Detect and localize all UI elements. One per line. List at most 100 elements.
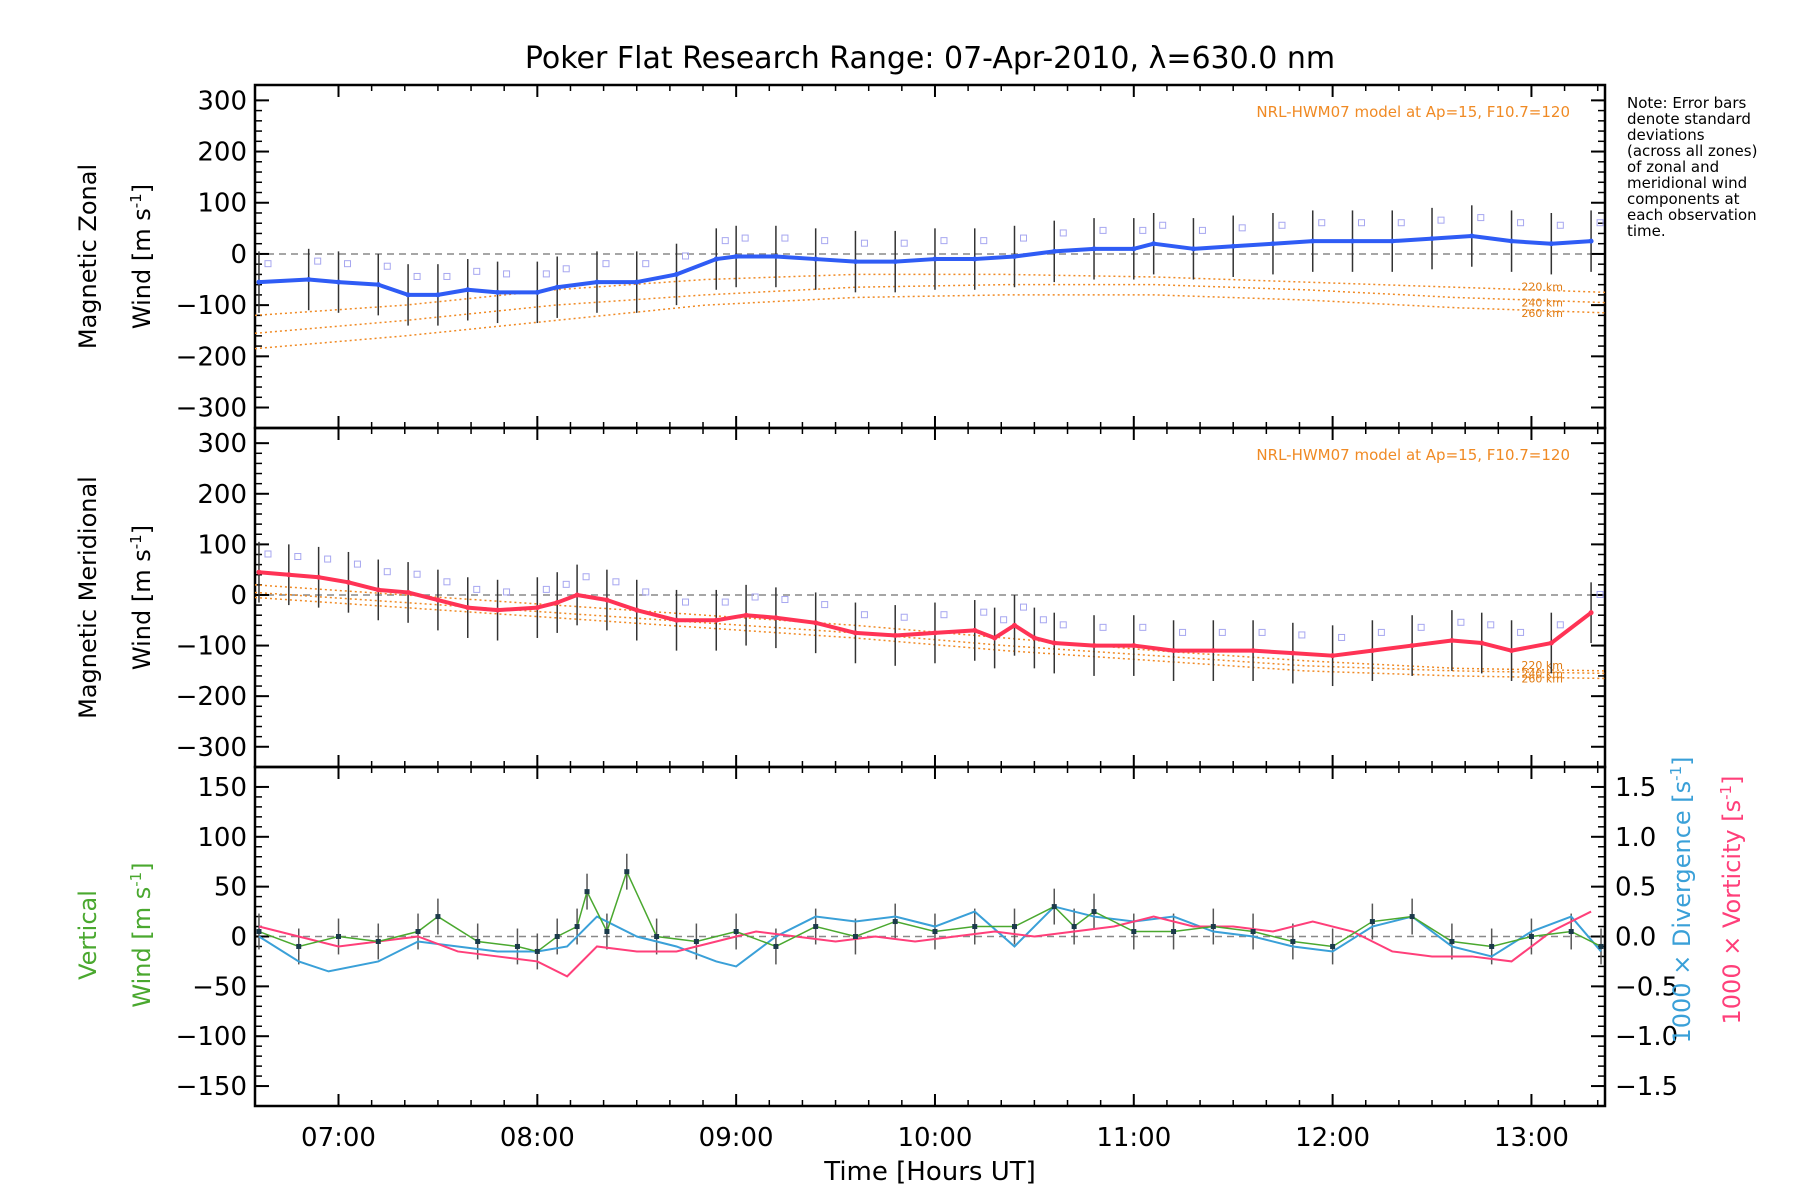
y-label-unit: Wind [m s-1] xyxy=(127,862,156,1007)
zonal-wind-point xyxy=(1349,238,1355,244)
right-tick-label: 1.0 xyxy=(1615,823,1656,853)
vertical-wind-point xyxy=(1489,943,1495,949)
zonal-wind-point xyxy=(336,279,342,285)
zonal-wind-point xyxy=(1270,241,1276,247)
meridional-wind-point xyxy=(674,617,680,623)
note-line: components at xyxy=(1627,190,1740,208)
meridional-wind-point xyxy=(1250,648,1256,654)
x-tick-label: 07:00 xyxy=(301,1123,376,1153)
vertical-wind-point xyxy=(1528,934,1534,939)
meridional-wind-point xyxy=(1409,643,1415,649)
right-label-vorticity-close: ] xyxy=(1718,776,1746,785)
zonal-wind-point xyxy=(813,256,819,262)
y-tick-label: −150 xyxy=(176,1072,247,1102)
vertical-wind-point xyxy=(1568,929,1574,935)
vertical-wind-point xyxy=(514,943,520,949)
meridional-wind-point xyxy=(1131,643,1137,649)
zone-marker xyxy=(821,237,829,245)
zonal-wind-point xyxy=(306,277,312,283)
zone-marker xyxy=(353,560,361,568)
meridional-wind-point xyxy=(1210,648,1216,654)
zone-marker xyxy=(940,237,948,245)
zone-marker xyxy=(542,270,550,278)
meridional-wind-point xyxy=(1479,640,1485,646)
zonal-wind-point xyxy=(1469,233,1475,239)
vertical-wind-point xyxy=(256,929,262,935)
right-tick-label: −0.5 xyxy=(1615,972,1678,1002)
zone-marker xyxy=(1159,221,1167,229)
zone-marker xyxy=(1139,226,1147,234)
y-label-line1: Magnetic Meridional xyxy=(74,476,102,719)
meridional-wind-point xyxy=(554,600,560,606)
zone-marker xyxy=(741,234,749,242)
meridional-wind-point xyxy=(1091,643,1097,649)
meridional-wind-point xyxy=(992,635,998,641)
zone-marker xyxy=(413,272,421,280)
right-tick-label: −1.5 xyxy=(1615,1072,1678,1102)
zone-marker xyxy=(503,270,511,278)
model-curve xyxy=(254,273,1606,317)
zonal-wind-point xyxy=(1190,246,1196,252)
zone-marker xyxy=(413,570,421,578)
meridional-wind-point xyxy=(1051,640,1057,646)
vertical-wind-point xyxy=(475,938,481,944)
vertical-wind-point xyxy=(435,914,441,920)
model-curve xyxy=(254,294,1606,350)
panel-frame xyxy=(253,83,1607,430)
vertical-wind-point xyxy=(1071,924,1077,930)
zone-marker xyxy=(562,265,570,273)
y-tick-label: −200 xyxy=(176,342,247,372)
vertical-wind-point xyxy=(1051,904,1057,910)
vertical-wind-point xyxy=(972,924,978,930)
zone-marker xyxy=(642,260,650,268)
meridional-wind-point xyxy=(1031,635,1037,641)
x-axis-label: Time [Hours UT] xyxy=(823,1157,1036,1187)
meridional-wind-point xyxy=(1449,638,1455,644)
meridional-wind-point xyxy=(1588,610,1594,616)
meridional-wind-point xyxy=(465,605,471,611)
vorticity-line xyxy=(258,910,1592,978)
zonal-wind-point xyxy=(892,259,898,265)
zone-marker xyxy=(980,608,988,616)
x-tick-label: 09:00 xyxy=(699,1123,774,1153)
zone-marker xyxy=(1099,623,1107,631)
y-tick-label: −50 xyxy=(192,972,247,1002)
y-tick-label: −200 xyxy=(176,682,247,712)
zone-marker xyxy=(1596,219,1604,227)
y-tick-label: 100 xyxy=(197,823,247,853)
meridional-wind-point xyxy=(1509,648,1515,654)
meridional-wind-point xyxy=(773,615,779,621)
right-label-divergence-sup: -1 xyxy=(1667,766,1685,781)
right-label-vorticity-sup: -1 xyxy=(1717,785,1735,800)
vertical-wind-point xyxy=(415,929,421,935)
zone-marker xyxy=(1318,219,1326,227)
note-line: each observation xyxy=(1627,206,1757,224)
y-tick-label: 100 xyxy=(197,530,247,560)
zonal-wind-point xyxy=(773,254,779,259)
zonal-wind-point xyxy=(405,292,411,298)
zonal-wind-point xyxy=(1588,238,1594,244)
y-label-unit-main: Wind [m s xyxy=(128,549,156,670)
vertical-wind-point xyxy=(1171,929,1177,935)
zone-marker xyxy=(1487,621,1495,629)
y-tick-label: 300 xyxy=(197,86,247,116)
vertical-wind-point xyxy=(892,919,898,925)
zone-marker xyxy=(1397,219,1405,227)
zone-marker xyxy=(821,601,829,609)
panel-zonal: 300 200 100 0 −100 −200 −300 Magnetic Zonal Wind… xyxy=(74,83,1607,430)
meridional-wind-point xyxy=(435,597,441,603)
zone-marker xyxy=(900,239,908,247)
panel-meridional: 300 200 100 0 −100 −200 −300 Magnetic Meridiona… xyxy=(74,426,1607,769)
model-label: NRL-HWM07 model at Ap=15, F10.7=120 xyxy=(1256,103,1570,121)
zone-marker xyxy=(1019,234,1027,242)
vertical-wind-point xyxy=(375,938,381,944)
y-tick-label: 0 xyxy=(230,581,247,611)
zone-marker xyxy=(980,237,988,245)
zonal-wind-point xyxy=(1131,246,1137,252)
zone-marker xyxy=(383,568,391,576)
right-tick-label: 1.5 xyxy=(1615,773,1656,803)
meridional-wind-point xyxy=(604,597,610,603)
vertical-wind-point xyxy=(1131,929,1137,935)
